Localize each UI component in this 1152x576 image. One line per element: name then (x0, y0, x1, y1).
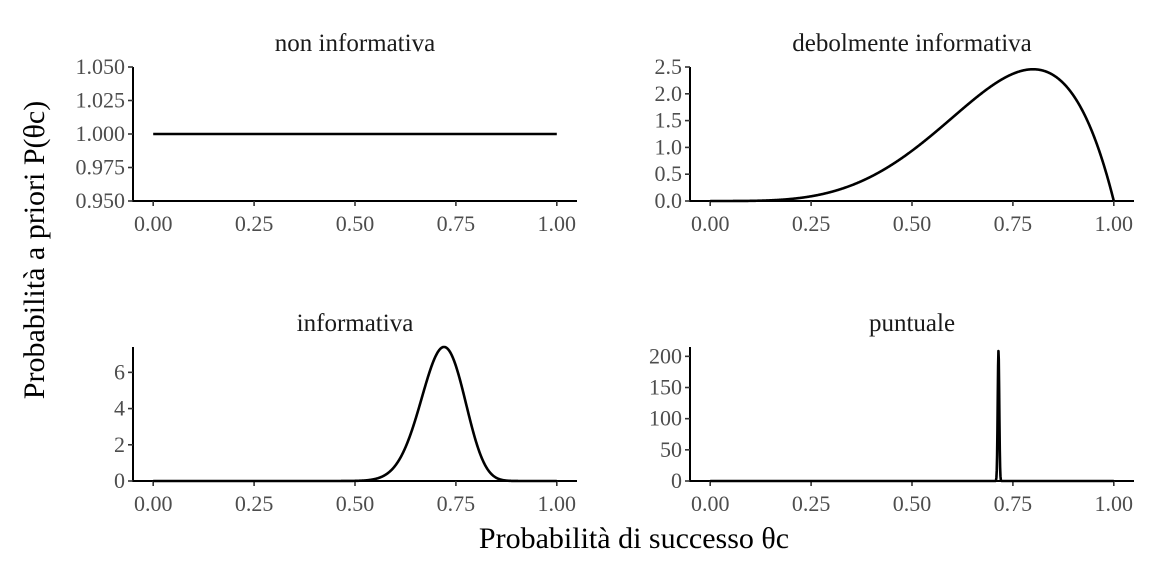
y-tick-label: 0.5 (655, 161, 683, 186)
x-tick-label: 0.50 (893, 211, 932, 236)
y-tick-label: 1.5 (655, 108, 683, 133)
y-tick-label: 0 (114, 468, 125, 493)
x-tick-label: 0.25 (235, 491, 274, 516)
panel-title: debolmente informativa (792, 30, 1032, 57)
x-tick-label: 0.25 (792, 211, 831, 236)
x-tick-label: 1.00 (1095, 211, 1134, 236)
y-axis-label: Probabilità a priori P(θc) (18, 101, 51, 399)
panel-title: puntuale (869, 310, 955, 337)
panel-title: informativa (297, 310, 414, 337)
facet-panel: informativa 0 2 4 6 0.00 0.25 0.50 0.75 1.00 (114, 310, 577, 516)
x-axis-label: Probabilità di successo θc (479, 522, 789, 555)
y-tick-label: 0 (671, 468, 682, 493)
y-tick-label: 0.0 (655, 188, 683, 213)
y-tick-label: 0.975 (76, 155, 126, 180)
x-tick-label: 0.75 (437, 491, 476, 516)
x-tick-label: 0.50 (336, 491, 375, 516)
x-tick-label: 0.00 (691, 211, 730, 236)
x-tick-label: 0.75 (994, 211, 1033, 236)
x-tick-label: 1.00 (538, 491, 577, 516)
x-tick-label: 0.50 (336, 211, 375, 236)
x-tick-label: 1.00 (538, 211, 577, 236)
y-tick-label: 1.000 (76, 121, 126, 146)
density-curve (709, 349, 1115, 483)
y-tick-label: 4 (114, 396, 125, 421)
x-tick-label: 1.00 (1095, 491, 1134, 516)
x-tick-label: 0.75 (437, 211, 476, 236)
y-tick-label: 1.025 (76, 88, 126, 113)
panels-group: non informativa0.9500.9751.0001.0251.050… (76, 30, 1134, 516)
x-tick-label: 0.25 (235, 211, 274, 236)
x-tick-label: 0.00 (134, 491, 173, 516)
y-tick-label: 6 (114, 359, 125, 384)
x-tick-label: 0.25 (792, 491, 831, 516)
y-tick-label: 50 (660, 437, 682, 462)
density-curve (709, 67, 1116, 203)
y-tick-label: 1.0 (655, 134, 683, 159)
density-curve (152, 345, 558, 483)
x-tick-label: 0.50 (893, 491, 932, 516)
y-tick-label: 2.0 (655, 81, 683, 106)
panel-title: non informativa (275, 30, 435, 57)
facet-panel: debolmente informativa 0.00.51.01.52.02.5… (655, 30, 1134, 236)
x-tick-label: 0.75 (994, 491, 1033, 516)
y-tick-label: 150 (649, 375, 682, 400)
facet-panel: non informativa 0.950 0.975 1.000 1.025 1.050… (76, 30, 577, 236)
y-tick-label: 1.050 (76, 54, 126, 79)
y-tick-label: 200 (649, 343, 682, 368)
facet-panel: puntuale 0 50 100 150 200 0.00 0.25 0.50 0.75 1.00 (649, 310, 1134, 516)
x-tick-label: 0.00 (691, 491, 730, 516)
x-tick-label: 0.00 (134, 211, 173, 236)
y-tick-label: 2 (114, 432, 125, 457)
y-tick-label: 100 (649, 406, 682, 431)
y-tick-label: 2.5 (655, 54, 683, 79)
y-tick-label: 0.950 (76, 188, 126, 213)
